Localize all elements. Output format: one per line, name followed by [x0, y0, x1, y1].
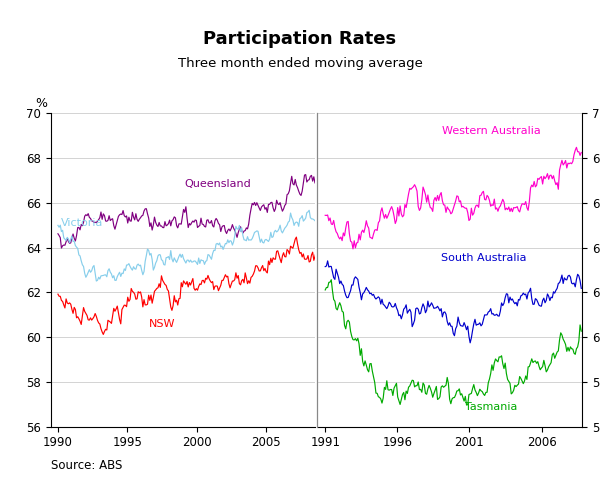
Text: Victoria: Victoria	[61, 218, 103, 228]
Text: NSW: NSW	[149, 319, 175, 329]
Text: Tasmania: Tasmania	[465, 402, 517, 412]
Text: Western Australia: Western Australia	[442, 126, 541, 135]
Text: %: %	[35, 97, 47, 110]
Text: Queensland: Queensland	[184, 179, 251, 189]
Text: Source: ABS: Source: ABS	[51, 459, 122, 472]
Text: South Australia: South Australia	[441, 253, 527, 263]
Text: Three month ended moving average: Three month ended moving average	[178, 57, 422, 70]
Text: Participation Rates: Participation Rates	[203, 30, 397, 48]
